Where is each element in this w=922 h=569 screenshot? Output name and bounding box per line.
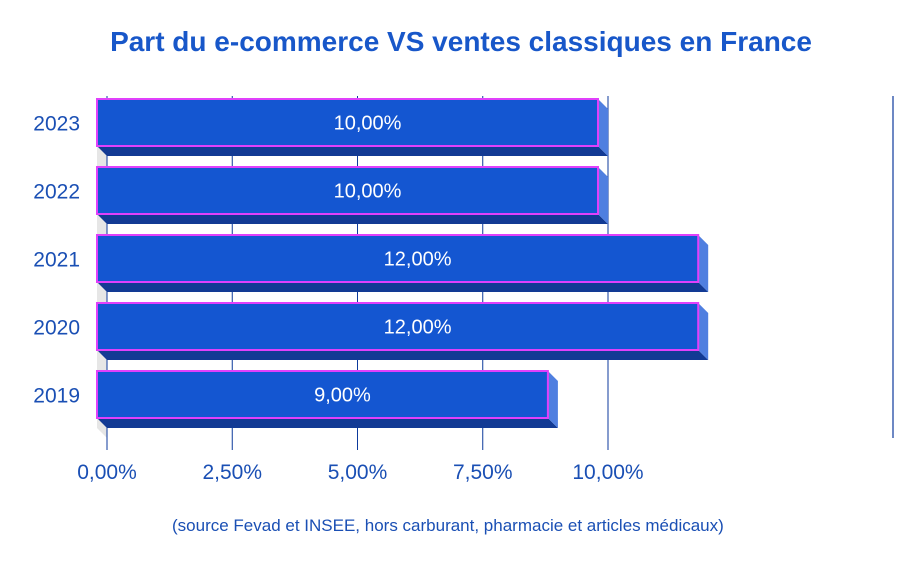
- bar: [96, 166, 599, 215]
- bar-bottom-face: [97, 282, 709, 292]
- category-label: 2021: [33, 249, 80, 272]
- bar-side-face: [698, 235, 709, 292]
- bar: [96, 370, 549, 419]
- bar-value-label: 10,00%: [334, 181, 402, 203]
- bar-bottom-face: [97, 214, 608, 224]
- x-tick-label: 0,00%: [77, 461, 137, 484]
- bar-value-label: 12,00%: [384, 317, 452, 339]
- bar: [96, 98, 599, 147]
- category-label: 2020: [33, 317, 80, 340]
- bar-value-label: 9,00%: [314, 385, 371, 407]
- category-label: 2023: [33, 113, 80, 136]
- bar-value-label: 10,00%: [334, 113, 402, 135]
- bar-side-face: [598, 99, 608, 156]
- bar-bottom-face: [97, 418, 558, 428]
- bar: [96, 234, 700, 283]
- chart-title: Part du e-commerce VS ventes classiques …: [110, 26, 812, 57]
- bar-side-face: [698, 303, 709, 360]
- bar-side-face: [598, 167, 608, 224]
- bar: [96, 302, 700, 351]
- bar-side-face: [547, 371, 558, 428]
- x-tick-label: 2,50%: [202, 461, 262, 484]
- category-label: 2022: [33, 181, 80, 204]
- x-tick-label: 5,00%: [328, 461, 388, 484]
- bar-bottom-face: [97, 350, 709, 360]
- category-label: 2019: [33, 385, 80, 408]
- source-footnote: (source Fevad et INSEE, hors carburant, …: [172, 516, 724, 535]
- x-tick-label: 7,50%: [453, 461, 513, 484]
- bar-bottom-face: [97, 146, 608, 156]
- bar-value-label: 12,00%: [384, 249, 452, 271]
- x-tick-label: 10,00%: [572, 461, 643, 484]
